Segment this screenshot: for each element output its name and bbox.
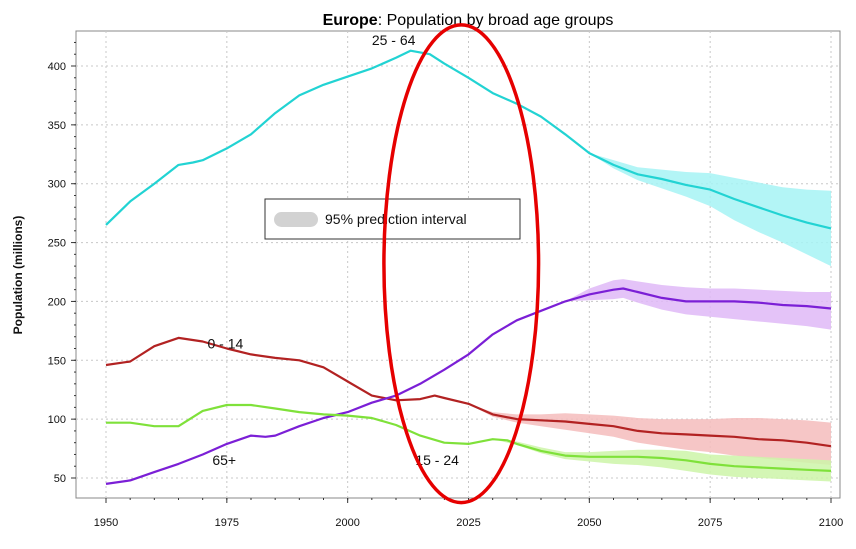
x-tick-label: 2050	[577, 517, 601, 529]
x-tick-label: 2000	[335, 517, 359, 529]
y-tick-label: 100	[48, 414, 66, 426]
axes: 1950 1975 2000 2025 2050 2075 2100 50 100 150 200 2…	[48, 41, 843, 529]
y-tick-label: 50	[54, 473, 66, 485]
y-tick-label: 350	[48, 120, 66, 132]
x-tick-label: 1975	[215, 517, 239, 529]
chart-title: Europe: Population by broad age groups	[323, 12, 614, 29]
series-label-65-: 65+	[212, 452, 236, 468]
chart-title-bold: Europe	[323, 12, 378, 29]
y-tick-label: 300	[48, 179, 66, 191]
series-label-15-24: 15 - 24	[415, 452, 459, 468]
legend-swatch	[274, 212, 318, 227]
svg-text:Europe: Population by broad ag: Europe: Population by broad age groups	[323, 12, 614, 29]
annotation-ellipse	[382, 23, 541, 505]
series-label-25-64: 25 - 64	[372, 32, 416, 48]
x-tick-label: 2100	[819, 517, 843, 529]
band-65-	[565, 279, 831, 330]
series-layer	[105, 49, 832, 485]
line-0-14	[105, 336, 832, 448]
y-tick-label: 250	[48, 238, 66, 250]
legend-label: 95% prediction interval	[325, 211, 467, 227]
series-label-0-14: 0 - 14	[208, 336, 244, 352]
x-tick-label: 2075	[698, 517, 722, 529]
line-15-24	[106, 403, 832, 472]
band-25-64	[589, 153, 831, 267]
y-tick-label: 200	[48, 296, 66, 308]
band-15-24	[492, 439, 831, 482]
chart-title-rest: : Population by broad age groups	[378, 12, 614, 29]
x-tick-label: 2025	[456, 517, 480, 529]
line-65-	[105, 287, 832, 485]
band-0-14	[468, 403, 831, 466]
y-tick-label: 400	[48, 61, 66, 73]
y-tick-label: 150	[48, 355, 66, 367]
line-25-64	[105, 49, 832, 230]
y-axis-label: Population (millions)	[11, 216, 25, 335]
legend: 95% prediction interval	[264, 198, 521, 240]
x-tick-label: 1950	[94, 517, 118, 529]
